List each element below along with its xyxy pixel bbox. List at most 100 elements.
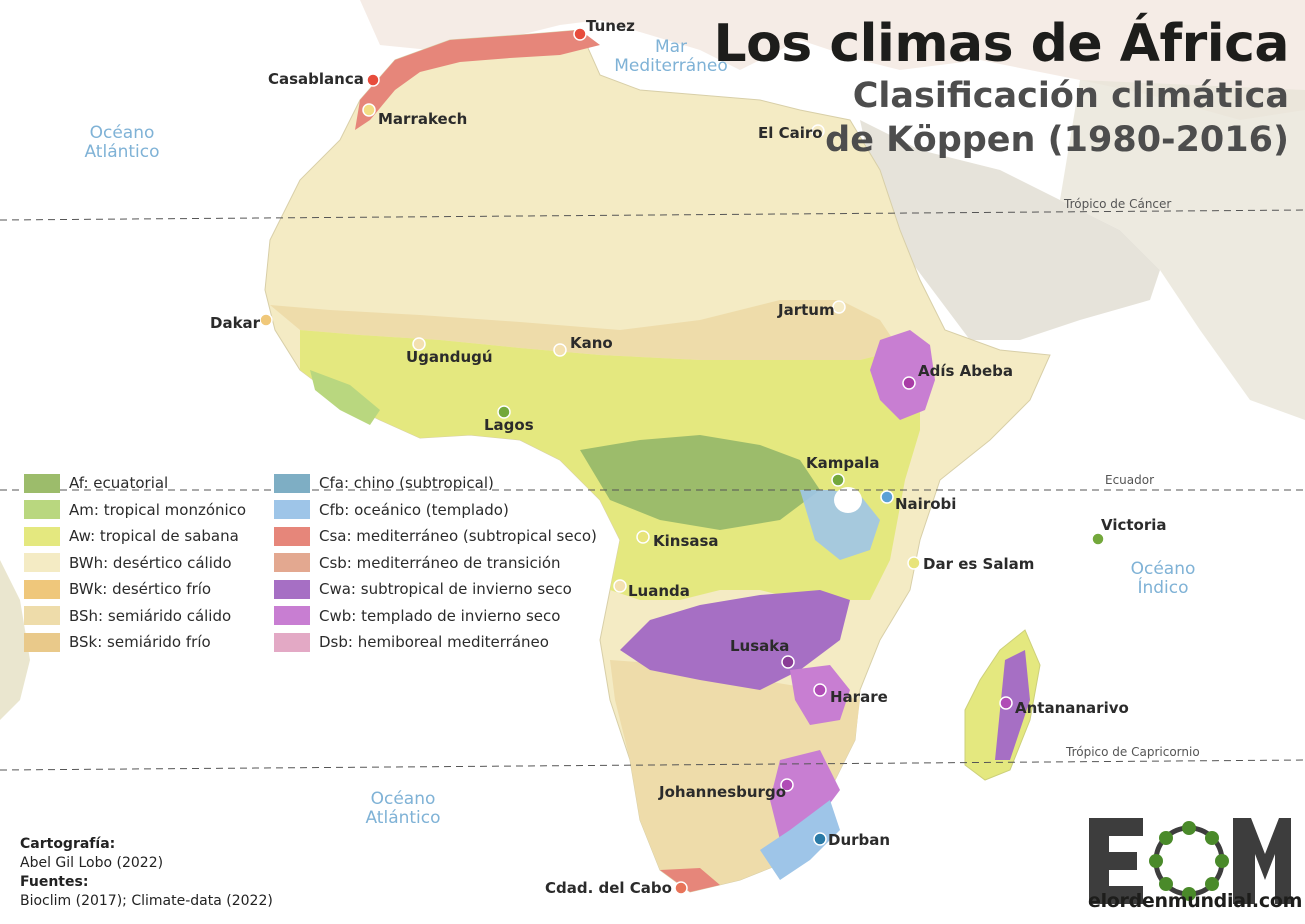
city-marker-johannesburgo [780, 778, 794, 792]
legend-swatch [274, 473, 310, 493]
map-subtitle-line2: de Köppen (1980-2016) [825, 120, 1289, 160]
city-marker-ad-s-abeba [902, 376, 916, 390]
city-marker-harare [813, 683, 827, 697]
legend-item: BWk: desértico frío [24, 579, 211, 599]
legend-label: Dsb: hemiboreal mediterráneo [319, 633, 549, 651]
city-label-lagos: Lagos [484, 416, 534, 434]
city-marker-dar-es-salam [907, 556, 921, 570]
legend-label: Cwb: templado de invierno seco [319, 606, 561, 625]
city-label-antananarivo: Antananarivo [1015, 699, 1129, 717]
legend-label: Cwa: subtropical de invierno seco [319, 580, 572, 598]
sahel-semiarid-band [270, 300, 900, 360]
legend-item: Dsb: hemiboreal mediterráneo [274, 632, 549, 652]
legend-swatch [274, 579, 310, 599]
city-marker-durban [813, 832, 827, 846]
legend-label: Csa: mediterráneo (subtropical seco) [319, 527, 597, 545]
city-marker-kano [553, 343, 567, 357]
sources-label: Fuentes: [20, 874, 89, 890]
legend-swatch [274, 526, 310, 546]
city-marker-dakar [259, 313, 273, 327]
credits-block: Cartografía: Abel Gil Lobo (2022) Fuente… [20, 835, 273, 911]
legend-label: Csb: mediterráneo de transición [319, 553, 561, 572]
legend-label: Am: tropical monzónico [69, 500, 247, 519]
equatorial-forest [580, 435, 820, 530]
title-block: Los climas de África Clasificación climá… [713, 14, 1289, 162]
city-label-el-cairo: El Cairo [758, 124, 823, 142]
city-label-nairobi: Nairobi [895, 495, 957, 513]
city-marker-marrakech [362, 103, 376, 117]
city-marker-nairobi [880, 490, 894, 504]
legend-item: Csb: mediterráneo de transición [274, 553, 561, 573]
legend-item: Am: tropical monzónico [24, 500, 246, 520]
ocean-label-line: Atlántico [365, 808, 441, 828]
city-marker-casablanca [366, 73, 380, 87]
legend-item: Cwa: subtropical de invierno seco [274, 579, 572, 599]
ocean-label-line: Océano [370, 789, 436, 809]
madagascar-highlands [995, 650, 1030, 760]
ocean-label-indian: Océano Índico [1120, 560, 1206, 598]
legend-swatch [274, 553, 310, 572]
legend-swatch [24, 606, 60, 625]
city-label-ugandugu: Ugandugú [406, 348, 493, 366]
ocean-label-mediterranean: Mar Mediterráneo [608, 38, 734, 76]
ocean-label-atlantic-south: Océano Atlántico [360, 790, 446, 828]
city-label-casablanca: Casablanca [268, 70, 364, 88]
legend-swatch [274, 632, 310, 652]
tropic-of-capricorn-line [0, 759, 1305, 771]
legend-label: BSk: semiárido frío [69, 633, 211, 651]
legend-label: Aw: tropical de sabana [69, 527, 239, 545]
city-label-luanda: Luanda [628, 582, 690, 600]
legend-item: Af: ecuatorial [24, 473, 168, 493]
sources-value: Bioclim (2017); Climate-data (2022) [20, 893, 273, 909]
ocean-label-line: Océano [1130, 559, 1196, 579]
logo-site-text: elordenmundial.com [1088, 890, 1303, 912]
cartography-label: Cartografía: [20, 836, 116, 852]
city-marker-ugandug- [412, 337, 426, 351]
tropic-of-cancer-line [0, 209, 1305, 221]
legend-label: BWk: desértico frío [69, 580, 212, 598]
legend-swatch [24, 473, 60, 493]
legend-label: BWh: desértico cálido [69, 553, 232, 572]
city-label-lusaka: Lusaka [730, 637, 790, 655]
cartography-value: Abel Gil Lobo (2022) [20, 855, 164, 871]
legend-swatch [24, 500, 60, 519]
city-label-tunez: Tunez [586, 17, 635, 35]
legend-item: Cfb: oceánico (templado) [274, 500, 509, 520]
ocean-label-line: Océano [89, 123, 155, 143]
city-label-durban: Durban [828, 831, 891, 849]
city-label-adis-abeba: Adís Abeba [918, 362, 1014, 380]
ocean-label-line: Mar [654, 37, 688, 57]
ocean-label-atlantic-north: Océano Atlántico [80, 124, 164, 162]
legend-swatch [274, 500, 310, 519]
ocean-label-line: Atlántico [84, 142, 160, 162]
city-marker-antananarivo [999, 696, 1013, 710]
city-label-dar-es-salam: Dar es Salam [923, 555, 1035, 573]
legend-item: Csa: mediterráneo (subtropical seco) [274, 526, 597, 546]
monsoon-west-coast [310, 370, 380, 425]
legend-item: BSk: semiárido frío [24, 632, 211, 652]
climate-legend: Af: ecuatorial Am: tropical monzónico Aw: … [24, 473, 624, 658]
legend-swatch [274, 606, 310, 625]
legend-label: BSh: semiárido cálido [69, 606, 232, 625]
legend-item: Cfa: chino (subtropical) [274, 473, 494, 493]
legend-item: BWh: desértico cálido [24, 553, 232, 573]
natal-coast [760, 800, 840, 880]
arabia-landmass [860, 120, 1160, 340]
legend-swatch [24, 579, 60, 599]
legend-label: Cfb: oceánico (templado) [319, 500, 509, 519]
tropic-of-capricorn-label: Trópico de Capricornio [1066, 745, 1200, 759]
city-label-johannesburgo: Johannesburgo [659, 783, 787, 801]
eom-logo [1089, 818, 1291, 904]
cape-mediterranean [660, 868, 720, 892]
city-label-jartum: Jartum [778, 301, 835, 319]
southeast-highlands [770, 750, 840, 840]
legend-item: Cwb: templado de invierno seco [274, 606, 560, 626]
city-marker-tunez [573, 27, 587, 41]
map-title: Los climas de África [713, 14, 1289, 74]
city-label-kinsasa: Kinsasa [653, 532, 719, 550]
city-marker-lagos [497, 405, 511, 419]
legend-item: Aw: tropical de sabana [24, 526, 239, 546]
america-landmass [0, 560, 30, 720]
ocean-label-line: Índico [1137, 578, 1189, 598]
